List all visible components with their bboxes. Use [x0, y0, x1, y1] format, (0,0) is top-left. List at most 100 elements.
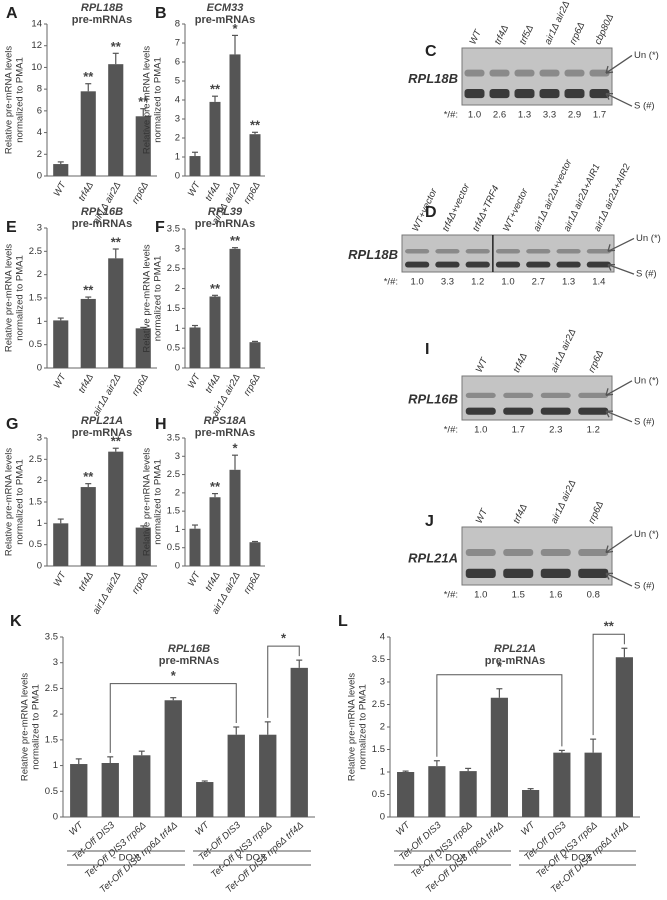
lane-label: trf4Δ — [511, 502, 529, 525]
y-tick-label: 3.5 — [372, 654, 385, 665]
spliced-band — [464, 89, 485, 99]
y-tick-label: 2.5 — [45, 683, 58, 694]
x-tick-label: WT — [394, 819, 413, 838]
unspliced-band — [495, 249, 521, 254]
panel-letter: H — [155, 416, 167, 433]
panel-letter: D — [425, 204, 437, 221]
spliced-band — [405, 261, 430, 268]
unspliced-band — [465, 392, 496, 398]
significance-label: ** — [230, 233, 241, 248]
bar — [108, 451, 124, 566]
y-tick-label: 2.5 — [372, 699, 385, 710]
chart-subtitle: pre-mRNAs — [195, 427, 256, 439]
spliced-band — [556, 261, 581, 268]
spliced-band — [578, 407, 609, 415]
ratio-value: 1.5 — [512, 590, 525, 601]
significance-label: ** — [210, 281, 221, 296]
y-tick-label: 0 — [37, 363, 42, 374]
ratio-value: 3.3 — [543, 110, 556, 121]
ratio-value: 2.3 — [549, 425, 562, 436]
y-tick-label: 0.5 — [29, 339, 42, 350]
bar — [397, 772, 415, 817]
bar — [249, 542, 261, 566]
x-tick-label: trf4Δ — [76, 180, 96, 203]
x-tick-label: trf4Δ — [203, 372, 223, 395]
panel-letter: C — [425, 43, 437, 60]
y-tick-label: 1 — [53, 760, 58, 771]
y-axis-label: normalized to PMA1 — [358, 684, 369, 770]
bar — [615, 657, 633, 817]
spliced-band — [489, 89, 510, 99]
chart-subtitle: pre-mRNAs — [195, 14, 256, 26]
significance-bracket — [436, 674, 563, 757]
y-tick-label: 3 — [175, 243, 180, 254]
y-axis-label: Relative pre-mRNA levels — [4, 46, 15, 154]
y-tick-label: 0 — [37, 561, 42, 572]
bar — [70, 764, 88, 817]
significance-label: * — [232, 441, 238, 456]
x-tick-label: rrp6Δ — [242, 372, 263, 398]
lane-label: trf5Δ — [518, 23, 536, 46]
bar — [80, 487, 96, 566]
unspliced-band — [405, 249, 430, 254]
y-tick-label: 1 — [380, 767, 385, 778]
y-tick-label: 2.5 — [29, 246, 42, 257]
panel-letter: F — [155, 219, 165, 236]
ratio-value: 1.3 — [518, 110, 531, 121]
spliced-label: S (#) — [634, 416, 655, 427]
ratio-value: 1.7 — [593, 110, 606, 121]
x-tick-label: WT — [186, 179, 204, 198]
y-tick-label: 2 — [380, 722, 385, 733]
y-tick-label: 3 — [175, 114, 180, 125]
ratio-value: 1.2 — [471, 277, 484, 288]
arrow — [605, 380, 633, 397]
lane-label: rrp6Δ — [568, 21, 588, 47]
significance-label: ** — [111, 434, 122, 449]
x-tick-label: rrp6Δ — [130, 180, 151, 206]
bar — [80, 298, 96, 368]
chart-subtitle: pre-mRNAs — [72, 14, 133, 26]
x-tick-label: air1Δ air2Δ — [91, 570, 124, 616]
panel-letter: I — [425, 341, 429, 358]
bar — [108, 64, 124, 176]
bar — [133, 755, 151, 817]
bar — [209, 497, 221, 566]
spliced-band — [540, 407, 571, 415]
y-tick-label: 3 — [37, 433, 42, 444]
bar — [259, 734, 277, 817]
arrow — [605, 534, 633, 554]
y-axis-label: normalized to PMA1 — [153, 57, 164, 143]
y-tick-label: 6 — [175, 57, 180, 68]
bar — [229, 248, 241, 368]
x-tick-label: trf4Δ — [203, 570, 223, 593]
y-tick-label: 0 — [175, 561, 180, 572]
ratio-value: 2.6 — [493, 110, 506, 121]
ratio-value: 1.0 — [468, 110, 481, 121]
spliced-band — [435, 261, 460, 268]
ratio-label: */#: — [444, 590, 458, 601]
y-tick-label: 10 — [31, 62, 42, 73]
y-tick-label: 1.5 — [372, 744, 385, 755]
y-tick-label: 1.5 — [167, 303, 180, 314]
unspliced-band — [578, 549, 609, 556]
spliced-band — [589, 89, 610, 99]
y-tick-label: 1.5 — [45, 734, 58, 745]
chart-title: RPL21A — [81, 415, 123, 427]
bar — [164, 700, 182, 817]
unspliced-band — [465, 549, 496, 556]
y-tick-label: 3 — [175, 451, 180, 462]
bar — [101, 763, 119, 817]
group-label: - DOX — [439, 853, 466, 864]
unspliced-band — [465, 249, 490, 254]
unspliced-label: Un (*) — [636, 233, 661, 244]
y-tick-label: 2 — [175, 133, 180, 144]
bar — [189, 156, 201, 176]
ratio-value: 1.4 — [592, 277, 605, 288]
y-axis-label: normalized to PMA1 — [31, 684, 42, 770]
y-axis-label: Relative pre-mRNA levels — [4, 448, 15, 556]
unspliced-band — [539, 69, 560, 77]
y-axis-label: normalized to PMA1 — [153, 459, 164, 545]
unspliced-label: Un (*) — [634, 529, 659, 540]
ratio-value: 2.7 — [532, 277, 545, 288]
